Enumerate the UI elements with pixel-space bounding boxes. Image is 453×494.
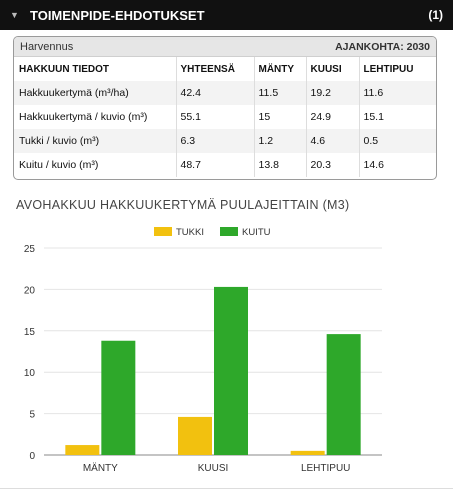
chevron-down-icon[interactable]: ▼ — [10, 10, 19, 20]
table-cell: 42.4 — [175, 81, 254, 105]
bar-kuitu — [214, 286, 248, 455]
bar-chart: 0 5 10 15 20 25 MÄNTY KUUSI LEHTIPUU TUKKI KUITU — [24, 227, 382, 474]
legend-label: KUITU — [242, 227, 271, 238]
y-tick-label: 0 — [29, 451, 35, 462]
table-cell: 4.6 — [305, 129, 359, 153]
table-cell: 1.2 — [253, 129, 306, 153]
table-cell: 11.6 — [358, 81, 436, 105]
column-header: HAKKUUN TIEDOT — [19, 63, 109, 75]
table-cell: 6.3 — [175, 129, 254, 153]
table-cell: 19.2 — [305, 81, 359, 105]
legend-swatch — [154, 227, 172, 236]
suggestion-count: (1) — [428, 8, 443, 22]
y-tick-label: 5 — [29, 410, 35, 421]
table-row: Tukki / kuvio (m³) 6.3 1.2 4.6 0.5 — [14, 129, 436, 153]
table-cell: 0.5 — [358, 129, 436, 153]
table-cell: 55.1 — [175, 105, 254, 129]
bar-kuitu — [101, 340, 136, 455]
table-row: Hakkuukertymä (m³/ha) 42.4 11.5 19.2 11.… — [14, 81, 436, 105]
y-tick-label: 15 — [24, 327, 36, 338]
column-header: MÄNTY — [253, 57, 306, 81]
card-header: Harvennus AJANKOHTA: 2030 — [14, 37, 436, 57]
table-header-row: HAKKUUN TIEDOT YHTEENSÄ MÄNTY KUUSI LEHT… — [14, 57, 436, 81]
bar-tukki — [178, 416, 212, 455]
bar-tukki — [290, 450, 325, 455]
table-cell: 14.6 — [358, 153, 436, 177]
legend-label: TUKKI — [176, 227, 204, 238]
operation-timing: AJANKOHTA: 2030 — [335, 40, 430, 53]
table-row: Hakkuukertymä / kuvio (m³) 55.1 15 24.9 … — [14, 105, 436, 129]
harvest-table: HAKKUUN TIEDOT YHTEENSÄ MÄNTY KUUSI LEHT… — [14, 57, 436, 177]
table-cell: 11.5 — [253, 81, 306, 105]
table-cell: 13.8 — [253, 153, 306, 177]
table-cell: 48.7 — [175, 153, 254, 177]
column-header: KUUSI — [305, 57, 359, 81]
table-cell: 15.1 — [358, 105, 436, 129]
y-tick-label: 10 — [24, 368, 36, 379]
x-tick-label: LEHTIPUU — [301, 463, 350, 474]
legend-swatch — [220, 227, 238, 236]
table-cell: 24.9 — [305, 105, 359, 129]
table-cell: 15 — [253, 105, 306, 129]
bar-tukki — [65, 445, 100, 455]
operation-name: Harvennus — [20, 40, 74, 53]
table-row: Kuitu / kuvio (m³) 48.7 13.8 20.3 14.6 — [14, 153, 436, 177]
bar-kuitu — [326, 334, 361, 455]
column-header: LEHTIPUU — [358, 57, 436, 81]
chart-title: AVOHAKKUU HAKKUUKERTYMÄ PUULAJEITTAIN (M… — [16, 198, 350, 212]
panel-header[interactable]: ▼ TOIMENPIDE-EHDOTUKSET (1) — [0, 0, 453, 30]
y-tick-label: 20 — [24, 285, 36, 296]
y-tick-label: 25 — [24, 244, 36, 255]
row-label: Hakkuukertymä (m³/ha) — [19, 87, 129, 99]
row-label: Hakkuukertymä / kuvio (m³) — [19, 111, 148, 123]
operation-card: Harvennus AJANKOHTA: 2030 HAKKUUN TIEDOT… — [13, 36, 437, 180]
x-tick-label: KUUSI — [198, 463, 229, 474]
column-header: YHTEENSÄ — [175, 57, 254, 81]
x-tick-label: MÄNTY — [83, 462, 118, 474]
divider — [0, 488, 453, 489]
row-label: Kuitu / kuvio (m³) — [19, 159, 99, 171]
panel-title: TOIMENPIDE-EHDOTUKSET — [30, 7, 205, 23]
table-cell: 20.3 — [305, 153, 359, 177]
row-label: Tukki / kuvio (m³) — [19, 135, 100, 147]
